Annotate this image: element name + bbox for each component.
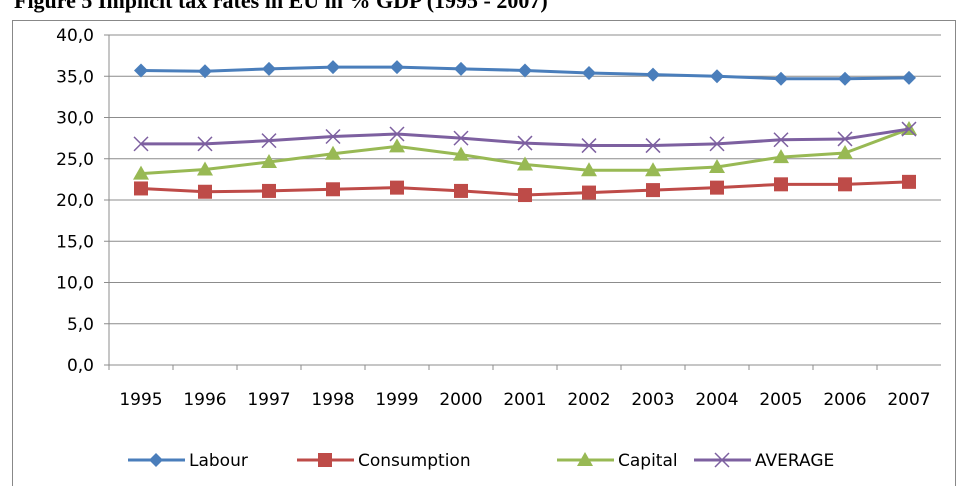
- legend-label: Consumption: [358, 451, 471, 471]
- data-point: [389, 126, 405, 142]
- y-tick-label: 40,0: [56, 26, 94, 46]
- data-point: [454, 61, 468, 76]
- legend-label: AVERAGE: [755, 451, 834, 471]
- data-point: [837, 144, 853, 159]
- chart-title: Figure 5 Implicit tax rates in EU in % G…: [14, 0, 548, 13]
- x-tick-label: 1995: [119, 390, 162, 410]
- data-point: [389, 138, 405, 153]
- data-point: [709, 159, 725, 173]
- data-point: [837, 131, 853, 147]
- x-tick-label: 2003: [631, 390, 674, 410]
- data-point: [133, 165, 149, 180]
- data-point: [261, 133, 277, 149]
- legend-marker: [149, 453, 163, 467]
- data-point: [453, 130, 469, 146]
- data-point: [197, 136, 213, 152]
- data-point: [197, 161, 213, 176]
- x-tick-label: 1997: [247, 390, 290, 410]
- data-point: [454, 183, 468, 198]
- y-tick-label: 10,0: [56, 274, 94, 294]
- data-point: [517, 135, 533, 151]
- data-point: [518, 188, 532, 203]
- data-point: [262, 61, 276, 76]
- y-tick-label: 20,0: [56, 191, 94, 211]
- data-point: [198, 184, 212, 199]
- y-tick-label: 15,0: [56, 232, 94, 252]
- data-point: [326, 182, 340, 197]
- data-point: [326, 60, 340, 75]
- data-point: [710, 180, 724, 195]
- legend-item: AVERAGE: [694, 451, 834, 471]
- data-point: [645, 162, 661, 177]
- data-point: [582, 65, 596, 80]
- data-point: [774, 71, 788, 86]
- y-tick-label: 5,0: [67, 315, 94, 335]
- data-point: [581, 138, 597, 154]
- legend-item: Labour: [128, 451, 248, 471]
- data-point: [581, 162, 597, 177]
- data-point: [325, 145, 341, 160]
- y-tick-label: 35,0: [56, 67, 94, 87]
- data-point: [646, 183, 660, 198]
- x-tick-label: 2001: [503, 390, 546, 410]
- y-tick-label: 30,0: [56, 109, 94, 129]
- data-point: [902, 174, 916, 189]
- data-point: [709, 136, 725, 152]
- x-tick-label: 2002: [567, 390, 610, 410]
- data-point: [134, 181, 148, 196]
- legend-label: Labour: [189, 451, 248, 471]
- x-tick-label: 1999: [375, 390, 418, 410]
- data-point: [198, 64, 212, 79]
- x-tick-label: 2006: [823, 390, 866, 410]
- x-tick-label: 1996: [183, 390, 226, 410]
- data-point: [710, 69, 724, 84]
- data-point: [646, 67, 660, 82]
- data-point: [517, 156, 533, 171]
- legend-marker: [577, 452, 593, 466]
- data-point: [518, 63, 532, 78]
- data-point: [645, 138, 661, 154]
- data-point: [390, 60, 404, 75]
- legend-item: Capital: [557, 451, 678, 471]
- y-tick-label: 25,0: [56, 150, 94, 170]
- data-point: [134, 63, 148, 78]
- x-tick-label: 2004: [695, 390, 738, 410]
- legend-label: Capital: [618, 451, 678, 471]
- y-tick-label: 0,0: [67, 356, 94, 376]
- legend-marker: [714, 452, 730, 468]
- data-point: [773, 132, 789, 148]
- data-point: [453, 146, 469, 161]
- x-tick-label: 2007: [887, 390, 930, 410]
- data-point: [838, 71, 852, 86]
- data-point: [838, 177, 852, 192]
- data-point: [133, 136, 149, 152]
- legend-marker: [318, 453, 332, 467]
- data-point: [902, 70, 916, 85]
- data-point: [390, 180, 404, 195]
- chart-frame: [12, 20, 956, 490]
- data-point: [261, 154, 277, 169]
- x-tick-label: 2000: [439, 390, 482, 410]
- data-point: [325, 128, 341, 145]
- legend-item: Consumption: [297, 451, 471, 471]
- data-point: [901, 121, 917, 137]
- data-point: [582, 185, 596, 200]
- data-point: [774, 177, 788, 192]
- x-tick-label: 1998: [311, 390, 354, 410]
- data-point: [773, 149, 789, 164]
- x-tick-label: 2005: [759, 390, 802, 410]
- data-point: [262, 183, 276, 198]
